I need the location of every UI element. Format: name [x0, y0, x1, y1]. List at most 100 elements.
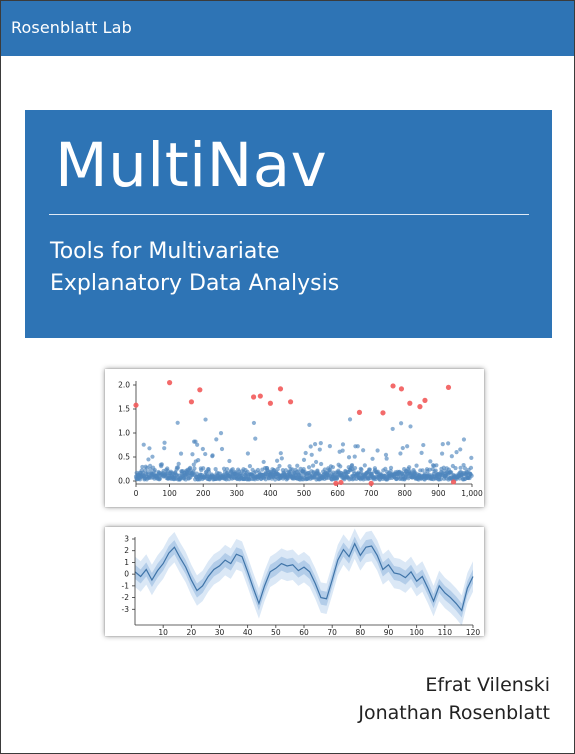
x-tick-label: 500: [297, 489, 312, 498]
data-point: [203, 417, 208, 422]
x-tick-label: 90: [384, 628, 394, 636]
data-point: [384, 456, 389, 461]
data-point: [152, 467, 157, 473]
outlier-point: [267, 400, 273, 406]
data-point: [192, 466, 197, 471]
y-tick-label: 2: [124, 546, 129, 555]
data-point: [140, 464, 145, 470]
x-tick-label: 120: [466, 628, 481, 636]
x-tick-label: 200: [196, 489, 211, 498]
outlier-point: [197, 387, 203, 393]
data-point: [279, 456, 284, 461]
data-point: [147, 446, 152, 451]
data-point: [227, 458, 232, 464]
x-tick-label: 100: [162, 489, 177, 498]
data-point: [251, 420, 257, 426]
outlier-point: [407, 400, 413, 406]
outlier-point: [380, 410, 386, 416]
data-point: [203, 451, 208, 457]
data-point: [449, 454, 454, 459]
outlier-point: [417, 404, 423, 410]
data-point: [434, 463, 439, 468]
data-point: [190, 452, 195, 457]
data-point: [433, 468, 438, 473]
x-tick-label: 110: [438, 628, 453, 636]
data-point: [327, 444, 332, 449]
data-point: [469, 473, 474, 478]
x-tick-label: 40: [243, 628, 253, 636]
x-tick-label: 300: [230, 489, 245, 498]
data-point: [277, 463, 282, 469]
data-point: [310, 463, 316, 468]
data-point: [319, 461, 324, 467]
author-2: Jonathan Rosenblatt: [358, 702, 550, 724]
data-point: [261, 459, 266, 465]
data-point: [390, 426, 395, 432]
data-point: [144, 465, 150, 470]
line-band-figure: 3 2 1 0 -1 -2 -3 10 20 30 40 50 60 70 80 90 100 110 120: [105, 527, 484, 636]
outlier-point: [422, 397, 428, 403]
data-point: [162, 440, 167, 445]
outlier-point: [445, 384, 452, 390]
data-point: [454, 450, 459, 455]
x-tick-label: 80: [356, 628, 366, 636]
outlier-point: [356, 409, 363, 415]
data-point: [290, 467, 295, 472]
data-point: [278, 451, 283, 456]
data-point: [247, 464, 253, 469]
data-point: [330, 465, 335, 470]
y-tick-label: 0: [124, 570, 129, 579]
y-tick-label: 2.0: [118, 381, 130, 390]
data-point: [419, 450, 424, 456]
data-point: [145, 470, 150, 475]
data-point: [340, 448, 345, 453]
publisher-bar: Rosenblatt Lab: [1, 1, 574, 56]
data-point: [230, 467, 235, 472]
data-point: [458, 465, 463, 470]
y-tick-label: -2: [122, 593, 130, 602]
data-point: [461, 437, 467, 442]
x-tick-label: 10: [158, 628, 168, 636]
data-point: [201, 466, 206, 471]
data-point: [383, 452, 389, 457]
data-point: [178, 451, 184, 456]
outlier-point: [277, 386, 284, 392]
data-point: [340, 442, 346, 447]
x-tick-label: 60: [299, 628, 309, 636]
data-point: [162, 446, 167, 451]
outlier-point: [398, 386, 405, 392]
data-point: [306, 465, 312, 470]
data-point: [150, 454, 155, 459]
outlier-point: [338, 479, 344, 486]
data-point: [176, 461, 181, 466]
data-point: [308, 444, 313, 449]
data-point: [352, 454, 357, 459]
data-point: [301, 457, 307, 462]
data-point: [407, 465, 412, 470]
data-point: [367, 467, 372, 472]
data-point: [458, 447, 463, 452]
x-tick-label: 30: [215, 628, 225, 636]
data-point: [453, 465, 458, 471]
data-point: [405, 444, 410, 449]
x-tick-label: 100: [410, 628, 425, 636]
data-point: [191, 462, 196, 467]
title-block: MultiNav Tools for Multivariate Explanat…: [25, 110, 552, 338]
data-point: [224, 467, 230, 472]
subtitle-line-1: Tools for Multivariate: [50, 239, 280, 264]
x-tick-label: 20: [187, 628, 197, 636]
title-divider: [49, 214, 529, 215]
data-point: [414, 463, 419, 468]
data-point: [362, 463, 367, 468]
scatter-plot: 0.0 0.5 1.0 1.5 2.0 0 100 200 300 400 500 600 700 800…: [118, 380, 483, 498]
data-point: [469, 455, 474, 460]
data-point: [193, 439, 198, 444]
data-point: [159, 462, 164, 467]
data-point: [148, 463, 153, 468]
y-tick-label: 1.0: [118, 429, 130, 438]
data-point: [399, 421, 404, 426]
data-point: [175, 465, 181, 470]
data-point: [428, 459, 433, 464]
data-point: [200, 446, 205, 452]
